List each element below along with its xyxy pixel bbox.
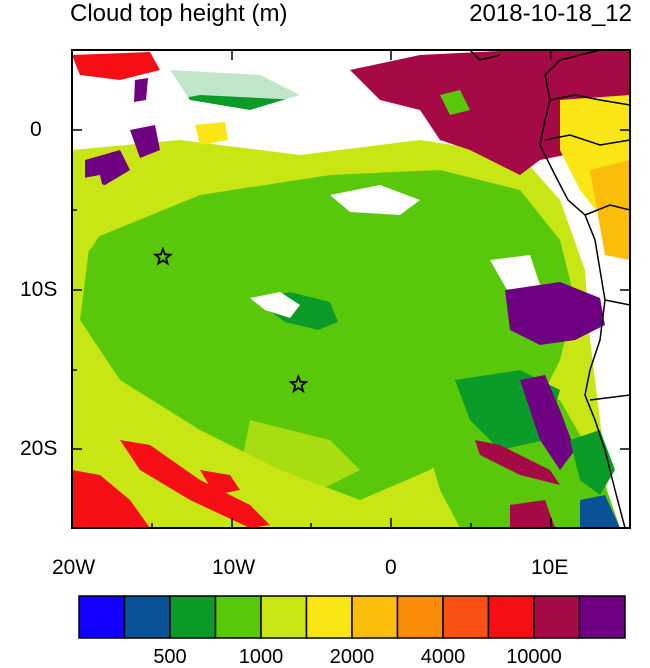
colorbar-label-500: 500 xyxy=(153,646,187,668)
colorbar-box xyxy=(260,595,308,639)
colorbar-box xyxy=(442,595,490,639)
y-tick-20S: 20S xyxy=(20,437,58,460)
x-tick-20W: 20W xyxy=(52,556,96,579)
x-tick-10W: 10W xyxy=(212,556,256,579)
axis-ticks xyxy=(71,50,630,528)
star-marker xyxy=(152,246,173,266)
x-tick-10E: 10E xyxy=(531,556,569,579)
star-marker xyxy=(288,374,309,394)
datetime-label: 2018-10-18_12 xyxy=(469,0,632,27)
colorbar-box xyxy=(396,595,444,639)
colorbar-box xyxy=(78,595,126,639)
colorbar-label-4000: 4000 xyxy=(420,646,466,668)
colorbar-box xyxy=(169,595,217,639)
plot-frame xyxy=(71,49,631,529)
colorbar-label-2000: 2000 xyxy=(329,646,375,668)
station-markers xyxy=(152,246,309,394)
colorbar-label-1000: 1000 xyxy=(238,646,284,668)
colorbar-box xyxy=(533,595,581,639)
y-tick-10S: 10S xyxy=(20,278,58,301)
cloud-field xyxy=(72,50,630,528)
colorbar-box xyxy=(578,595,626,639)
colorbar-label-10000: 10000 xyxy=(506,646,562,668)
map-title: Cloud top height (m) xyxy=(70,0,288,27)
colorbar-box xyxy=(214,595,262,639)
purple-cell xyxy=(130,125,160,158)
x-tick-0: 0 xyxy=(385,556,397,579)
colorbar-box xyxy=(487,595,535,639)
colorbar-box xyxy=(305,595,353,639)
y-tick-0: 0 xyxy=(30,118,42,141)
colorbar-box xyxy=(123,595,171,639)
coastline xyxy=(469,49,631,529)
colorbar-box xyxy=(351,595,399,639)
colorbar xyxy=(78,595,626,639)
red-convective-band xyxy=(120,440,270,528)
